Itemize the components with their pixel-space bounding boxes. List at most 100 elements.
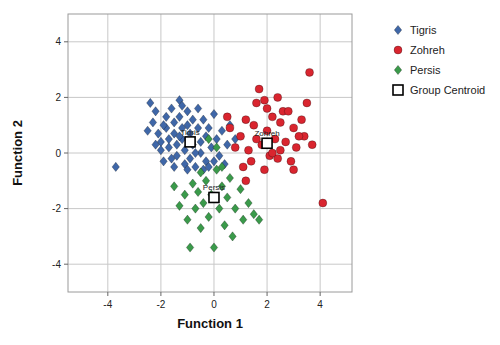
point — [200, 198, 207, 207]
legend-swatch — [393, 85, 403, 95]
tick-x — [267, 292, 268, 296]
tick-y — [64, 41, 68, 42]
tick-label-y: 2 — [55, 92, 61, 103]
point — [247, 157, 255, 165]
point — [170, 118, 177, 127]
point — [210, 157, 217, 166]
point — [173, 140, 180, 149]
point — [181, 190, 188, 199]
point — [260, 166, 268, 174]
point — [210, 109, 217, 118]
tick-label-y: -4 — [52, 259, 61, 270]
point — [168, 104, 175, 113]
point — [205, 135, 212, 144]
point — [250, 210, 257, 219]
chart: -4-2024-4-2024Function 1Function 2Tigris… — [0, 0, 500, 345]
legend-swatch — [394, 65, 401, 74]
point — [186, 243, 193, 252]
series-0 — [112, 96, 239, 175]
legend-label: Tigris — [410, 24, 437, 36]
point — [287, 157, 295, 165]
point — [237, 185, 244, 194]
tick-y — [64, 153, 68, 154]
point — [276, 146, 284, 154]
plot-frame — [68, 14, 352, 292]
series-3 — [185, 137, 272, 203]
point — [178, 101, 185, 110]
tick-x — [320, 292, 321, 296]
point — [176, 112, 183, 121]
point — [260, 96, 268, 104]
point — [290, 166, 298, 174]
point — [252, 99, 260, 107]
point — [263, 105, 271, 113]
point — [197, 168, 204, 177]
point — [295, 132, 303, 140]
tick-label-y: 0 — [55, 148, 61, 159]
tick-label-x: 2 — [264, 299, 270, 310]
point — [213, 143, 220, 152]
grid-line-y — [68, 153, 352, 154]
point — [152, 140, 159, 149]
grid-line-y — [68, 41, 352, 42]
point — [231, 143, 239, 151]
point — [245, 198, 252, 207]
point — [194, 104, 201, 113]
point — [165, 143, 172, 152]
tick-y — [64, 208, 68, 209]
point — [197, 223, 204, 232]
point — [268, 149, 276, 157]
point — [184, 107, 191, 116]
point — [189, 115, 196, 124]
legend-swatch — [394, 46, 402, 54]
point — [229, 232, 236, 241]
point — [184, 215, 191, 224]
point — [221, 221, 228, 230]
point — [298, 116, 306, 124]
point — [218, 126, 225, 135]
centroid — [209, 192, 219, 202]
point — [189, 179, 196, 188]
centroid — [262, 138, 272, 148]
point — [268, 113, 276, 121]
point — [244, 146, 252, 154]
legend-label: Persis — [410, 64, 441, 76]
point — [223, 113, 231, 121]
point — [170, 182, 177, 191]
point — [213, 135, 220, 144]
point — [308, 141, 316, 149]
point — [250, 121, 258, 129]
point — [218, 162, 225, 171]
grid-line-y — [68, 97, 352, 98]
point — [216, 204, 223, 213]
point — [192, 162, 199, 171]
point — [155, 129, 162, 138]
point — [232, 204, 239, 213]
point — [163, 112, 170, 121]
point — [147, 98, 154, 107]
point — [205, 212, 212, 221]
point — [170, 162, 177, 171]
centroid — [185, 137, 195, 147]
point — [319, 199, 327, 207]
point — [255, 215, 262, 224]
series-2 — [170, 135, 262, 253]
point — [192, 204, 199, 213]
point — [144, 126, 151, 135]
plot-area — [112, 68, 327, 252]
point — [237, 132, 245, 140]
x-axis-title: Function 1 — [177, 316, 243, 331]
point — [255, 85, 263, 93]
point — [276, 118, 284, 126]
legend-swatch — [394, 25, 401, 34]
point — [205, 162, 212, 171]
series-1 — [223, 68, 327, 207]
point — [284, 107, 292, 115]
point — [242, 177, 250, 185]
point — [157, 146, 164, 155]
grid-line-y — [68, 264, 352, 265]
point — [242, 116, 250, 124]
y-axis-title: Function 2 — [10, 120, 25, 186]
legend-label: Zohreh — [410, 44, 445, 56]
point — [303, 99, 311, 107]
